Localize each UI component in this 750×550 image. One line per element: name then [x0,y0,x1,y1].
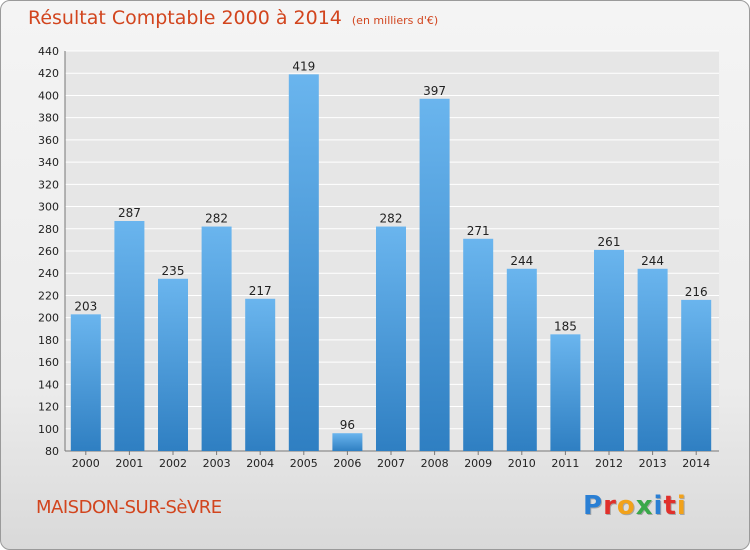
y-tick-label: 240 [38,267,59,280]
logo-letter: x [635,491,654,521]
y-tick-label: 400 [38,89,59,102]
bar-value-label: 185 [554,319,577,333]
bar-value-label: 397 [423,84,446,98]
x-tick-label: 2009 [464,457,492,470]
bar [245,298,276,451]
x-tick-label: 2012 [595,457,623,470]
bar-value-label: 282 [205,212,228,226]
bar-value-label: 217 [249,284,272,298]
bar-value-label: 216 [685,285,708,299]
x-tick-label: 2001 [115,457,143,470]
proxiti-logo: Proxiti [583,491,687,521]
bar [637,268,668,451]
logo-letter: o [616,491,636,521]
bar-value-label: 261 [598,235,621,249]
x-tick-label: 2007 [377,457,405,470]
y-tick-label: 420 [38,67,59,80]
bar [288,74,319,451]
x-tick-label: 2002 [159,457,187,470]
x-tick-label: 2005 [290,457,318,470]
y-tick-label: 300 [38,201,59,214]
y-tick-label: 100 [38,423,59,436]
bar-value-label: 96 [340,418,355,432]
x-tick-label: 2003 [203,457,231,470]
bar-value-label: 235 [162,264,185,278]
bar [158,278,188,451]
bar-value-label: 244 [510,254,533,268]
logo-letter: r [603,491,617,521]
y-tick-label: 160 [38,356,59,369]
chart-title: Résultat Comptable 2000 à 2014 (en millie… [28,7,438,29]
y-tick-label: 440 [38,45,59,58]
chart-subtitle: (en milliers d'€) [351,14,439,27]
bar [376,226,406,451]
x-tick-label: 2013 [639,457,667,470]
logo-letter: P [583,491,604,521]
bar [332,433,363,451]
bar [594,249,624,451]
y-tick-label: 260 [38,245,59,258]
bar-value-label: 282 [380,212,403,226]
bar-value-label: 203 [74,299,97,313]
x-tick-label: 2010 [508,457,536,470]
y-tick-label: 80 [45,445,59,458]
y-tick-label: 120 [38,401,59,414]
y-tick-label: 280 [38,223,59,236]
y-tick-label: 200 [38,312,59,325]
commune-name: MAISDON-SUR-SèVRE [36,497,222,518]
x-tick-label: 2000 [72,457,100,470]
y-tick-label: 180 [38,334,59,347]
bar [550,334,581,451]
y-tick-label: 320 [38,178,59,191]
bar [419,98,450,452]
x-tick-label: 2011 [551,457,579,470]
logo-letter: t [663,491,677,521]
bar [201,226,232,451]
x-tick-label: 2004 [246,457,274,470]
y-tick-label: 360 [38,134,59,147]
logo-letter: i [676,491,687,521]
bar-value-label: 244 [641,254,664,268]
x-tick-label: 2014 [682,457,710,470]
bar-value-label: 271 [467,224,490,238]
chart-title-text: Résultat Comptable 2000 à 2014 [28,7,342,29]
y-tick-label: 340 [38,156,59,169]
bar [681,299,712,451]
bar [463,238,494,451]
y-tick-label: 220 [38,289,59,302]
bar-value-label: 419 [292,59,315,73]
x-tick-label: 2006 [333,457,361,470]
bar-value-label: 287 [118,206,141,220]
y-tick-label: 140 [38,378,59,391]
bar [70,314,101,451]
x-tick-label: 2008 [421,457,449,470]
logo-letter: i [653,491,664,521]
bar [114,221,145,451]
bar [506,268,537,451]
y-tick-label: 380 [38,112,59,125]
